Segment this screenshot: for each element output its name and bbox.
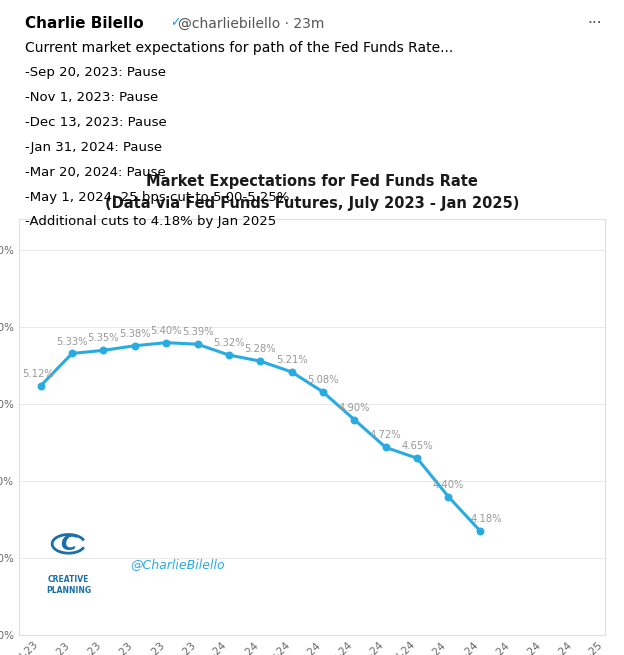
- Point: [255, 356, 265, 366]
- Text: @charliebilello · 23m: @charliebilello · 23m: [178, 16, 324, 30]
- Point: [130, 341, 140, 351]
- Point: [161, 337, 171, 348]
- Text: -Mar 20, 2024: Pause: -Mar 20, 2024: Pause: [25, 166, 166, 179]
- Text: 5.12%: 5.12%: [22, 369, 54, 379]
- Text: 4.65%: 4.65%: [401, 441, 433, 451]
- Text: 5.39%: 5.39%: [182, 328, 213, 337]
- Text: 5.35%: 5.35%: [87, 333, 119, 343]
- Text: -Nov 1, 2023: Pause: -Nov 1, 2023: Pause: [25, 91, 158, 104]
- Text: 5.21%: 5.21%: [276, 355, 308, 365]
- Text: 4.72%: 4.72%: [370, 430, 401, 440]
- Text: -Jan 31, 2024: Pause: -Jan 31, 2024: Pause: [25, 141, 162, 154]
- Text: 4.90%: 4.90%: [339, 403, 370, 413]
- Point: [99, 345, 109, 356]
- Text: Current market expectations for path of the Fed Funds Rate...: Current market expectations for path of …: [25, 41, 453, 55]
- Text: -May 1, 2024: 25 bps cut to 5.00-5.25%: -May 1, 2024: 25 bps cut to 5.00-5.25%: [25, 191, 290, 204]
- Text: 5.28%: 5.28%: [245, 345, 276, 354]
- Point: [444, 491, 454, 502]
- Point: [224, 350, 234, 360]
- Title: Market Expectations for Fed Funds Rate
(Data via Fed Funds Futures, July 2023 - : Market Expectations for Fed Funds Rate (…: [105, 174, 519, 212]
- Text: 5.33%: 5.33%: [56, 337, 88, 346]
- Text: 4.18%: 4.18%: [471, 514, 502, 523]
- Text: -Additional cuts to 4.18% by Jan 2025: -Additional cuts to 4.18% by Jan 2025: [25, 215, 276, 229]
- Point: [67, 348, 77, 359]
- Point: [475, 525, 485, 536]
- Text: 5.32%: 5.32%: [213, 338, 245, 348]
- Point: [318, 386, 328, 397]
- Text: ···: ···: [588, 16, 602, 31]
- Text: 5.40%: 5.40%: [150, 326, 182, 336]
- Text: 5.08%: 5.08%: [307, 375, 339, 385]
- Text: C: C: [61, 534, 77, 554]
- Point: [381, 442, 391, 453]
- Text: 5.38%: 5.38%: [119, 329, 150, 339]
- Point: [36, 381, 46, 391]
- Point: [412, 453, 422, 464]
- Text: -Dec 13, 2023: Pause: -Dec 13, 2023: Pause: [25, 116, 167, 129]
- Text: 4.40%: 4.40%: [433, 479, 464, 490]
- Text: @CharlieBilello: @CharlieBilello: [130, 558, 225, 571]
- Point: [193, 339, 203, 350]
- Text: -Sep 20, 2023: Pause: -Sep 20, 2023: Pause: [25, 66, 166, 79]
- Point: [286, 367, 296, 377]
- Text: Charlie Bilello: Charlie Bilello: [25, 16, 144, 31]
- Point: [349, 415, 359, 425]
- Text: CREATIVE
PLANNING: CREATIVE PLANNING: [46, 575, 91, 595]
- Text: ✓: ✓: [170, 16, 181, 29]
